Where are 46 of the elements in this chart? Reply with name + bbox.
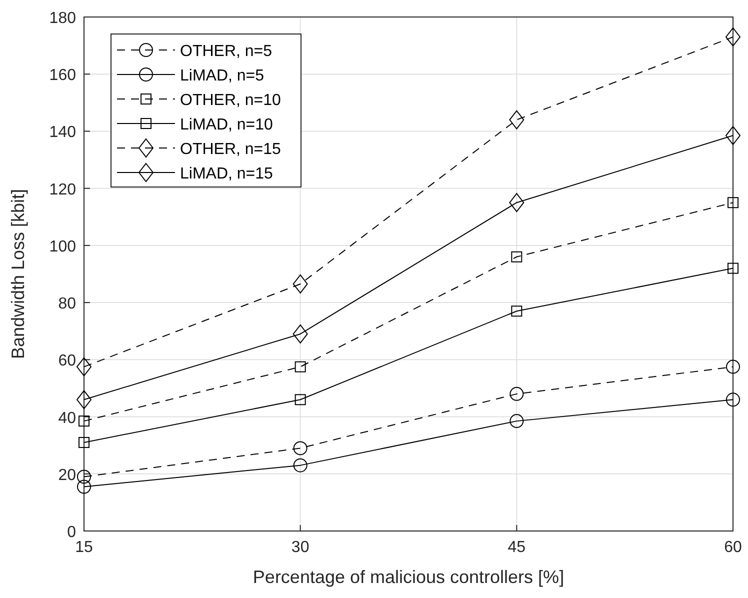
y-tick-label: 0	[67, 524, 76, 541]
point	[292, 274, 308, 294]
point	[509, 110, 524, 130]
x-tick-label: 45	[508, 539, 526, 556]
point	[511, 306, 522, 317]
point	[726, 27, 740, 46]
y-tick-label: 140	[49, 124, 76, 142]
point	[76, 357, 92, 376]
point	[726, 392, 740, 407]
legend-label: LiMAD, n=15	[180, 166, 274, 182]
point	[511, 251, 522, 262]
y-tick-label: 100	[49, 238, 76, 256]
y-tick-label: 120	[49, 181, 76, 198]
y-tick-label: 180	[49, 10, 76, 27]
point	[293, 458, 308, 472]
point	[726, 126, 740, 146]
y-tick-label: 160	[49, 67, 76, 84]
point	[78, 416, 90, 427]
point	[726, 360, 740, 374]
point	[728, 197, 738, 208]
point	[728, 262, 738, 274]
point	[509, 193, 524, 212]
legend-label: LiMAD, n=5	[180, 68, 264, 84]
y-tick-label: 20	[58, 466, 76, 484]
y-tick-label: 60	[58, 352, 76, 370]
y-tick-label: 80	[58, 296, 76, 313]
point	[77, 470, 91, 484]
point	[292, 324, 308, 344]
point	[77, 480, 91, 494]
y-tick-label: 40	[58, 410, 76, 427]
point	[294, 361, 306, 372]
x-axis-title: Percentage of malicious controllers [%]	[252, 567, 564, 587]
legend-label: LiMAD, n=10	[180, 116, 274, 134]
legend-label: OTHER, n=15	[180, 141, 282, 158]
x-tick-label: 60	[724, 539, 742, 556]
point	[510, 386, 524, 401]
point	[293, 441, 308, 456]
legend-label: OTHER, n=5	[180, 43, 272, 60]
point	[294, 394, 306, 406]
legend-label: OTHER, n=10	[180, 92, 282, 109]
point	[510, 414, 524, 428]
x-tick-label: 30	[291, 539, 310, 556]
point	[76, 390, 92, 410]
point	[78, 436, 90, 448]
x-tick-label: 15	[75, 539, 93, 556]
y-axis-title: Bandwidth Loss [kbit]	[8, 188, 28, 360]
